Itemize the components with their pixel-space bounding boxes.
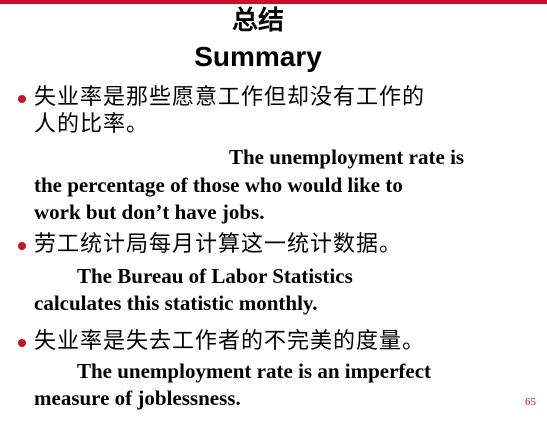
slide-title-chinese: 总结 — [231, 6, 284, 36]
bullet-3-chinese-line-1: 失业率是失去工作者的不完美的度量。 — [34, 329, 426, 354]
top-accent-bar — [0, 0, 547, 4]
bullet-2-english-line-2: calculates this statistic monthly. — [34, 291, 318, 315]
bullet-1-english-line-3: work but don’t have jobs. — [34, 200, 265, 224]
page-number: 65 — [525, 396, 536, 408]
bullet-2-dot-icon — [18, 242, 26, 250]
bullet-3-english-line-2: measure of joblessness. — [34, 386, 241, 410]
bullet-1-chinese-line-2: 人的比率。 — [34, 112, 150, 137]
bullet-1-chinese-line-1: 失业率是那些愿意工作但却没有工作的 — [34, 85, 426, 110]
slide-title-english: Summary — [194, 41, 322, 72]
bullet-2-english-line-1: The Bureau of Labor Statistics — [77, 264, 353, 288]
bullet-3-dot-icon — [18, 339, 26, 347]
bullet-1-english-line-1: The unemployment rate is — [229, 145, 465, 169]
bullet-3-english-line-1: The unemployment rate is an imperfect — [77, 359, 432, 383]
bullet-1-english-line-2: the percentage of those who would like t… — [34, 173, 403, 197]
bullet-2-chinese-line-1: 劳工统计局每月计算这一统计数据。 — [34, 232, 403, 257]
bullet-1-dot-icon — [18, 95, 26, 103]
